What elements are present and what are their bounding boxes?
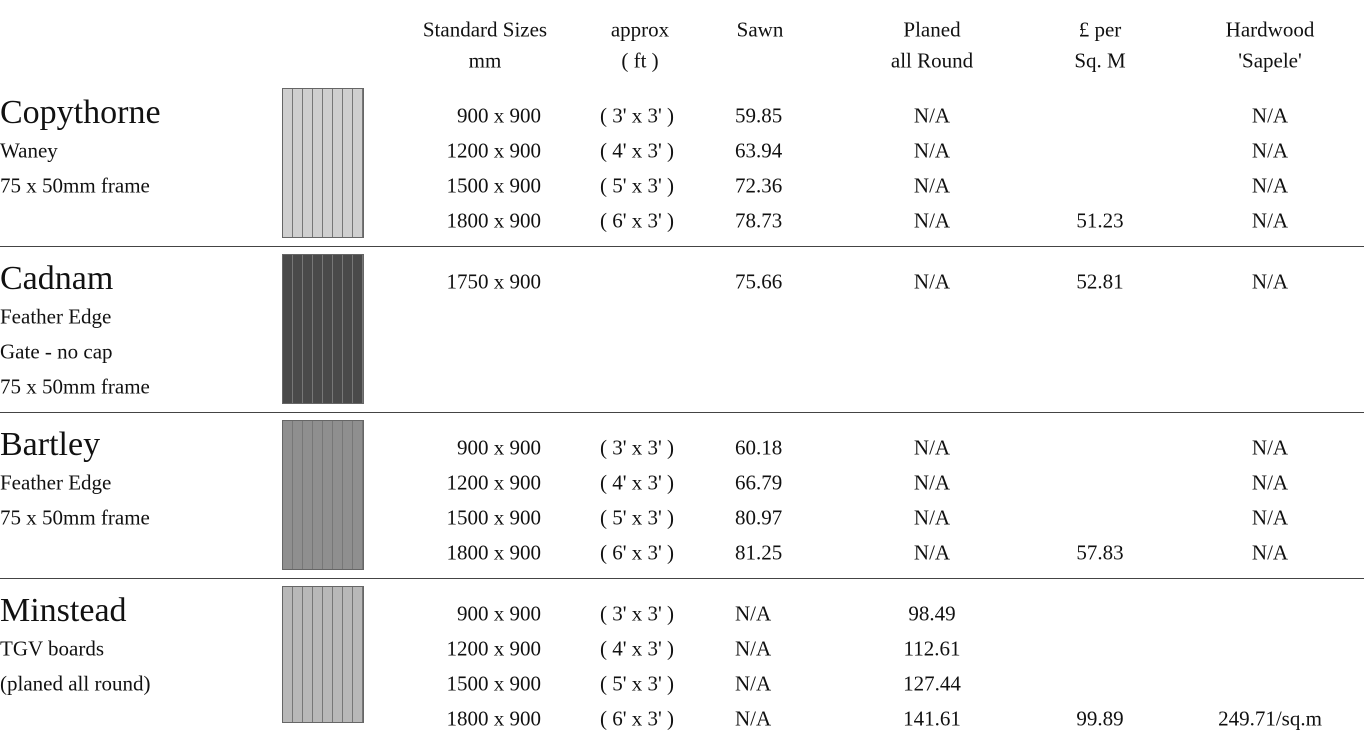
cell: N/A <box>1251 269 1289 294</box>
product-image <box>282 586 364 723</box>
cell: 900 x 900 <box>457 601 541 626</box>
cell: ( 3' x 3' ) <box>599 601 675 626</box>
product-description: TGV boards <box>0 636 105 661</box>
product-image <box>282 254 364 404</box>
cell: 1200 x 900 <box>446 636 542 661</box>
cell: 141.61 <box>903 706 961 731</box>
cell: 63.94 <box>735 138 783 163</box>
cell: 1750 x 900 <box>446 269 542 294</box>
cell: 249.71/sq.m <box>1218 706 1322 731</box>
column-header: 'Sapele' <box>1238 48 1302 73</box>
product-description: (planed all round) <box>0 671 151 696</box>
column-header: approx <box>610 17 670 42</box>
column-header: Standard Sizes <box>422 17 548 42</box>
cell: 1800 x 900 <box>446 208 542 233</box>
product-description: 75 x 50mm frame <box>0 505 150 530</box>
divider <box>0 246 1364 247</box>
cell: N/A <box>735 706 772 731</box>
cell: N/A <box>1251 138 1289 163</box>
cell: N/A <box>913 435 951 460</box>
product-name: Copythorne <box>0 94 161 131</box>
cell: 1200 x 900 <box>446 470 542 495</box>
divider <box>0 412 1364 413</box>
cell: 59.85 <box>735 103 783 128</box>
cell: ( 4' x 3' ) <box>599 470 675 495</box>
cell: N/A <box>913 540 951 565</box>
cell: ( 4' x 3' ) <box>599 636 675 661</box>
product-name: Bartley <box>0 426 101 463</box>
cell: N/A <box>913 173 951 198</box>
column-header: ( ft ) <box>621 48 659 73</box>
cell: 127.44 <box>903 671 961 696</box>
cell: N/A <box>913 505 951 530</box>
cell: 51.23 <box>1076 208 1124 233</box>
column-header: Planed <box>903 17 961 42</box>
cell: ( 3' x 3' ) <box>599 103 675 128</box>
cell: ( 4' x 3' ) <box>599 138 675 163</box>
cell: 66.79 <box>735 470 783 495</box>
cell: N/A <box>913 138 951 163</box>
product-description: Feather Edge <box>0 470 112 495</box>
cell: N/A <box>913 269 951 294</box>
cell: ( 6' x 3' ) <box>599 706 675 731</box>
cell: 78.73 <box>735 208 783 233</box>
product-description: Gate - no cap <box>0 339 113 364</box>
cell: N/A <box>735 601 772 626</box>
column-header: Sawn <box>736 17 784 42</box>
cell: N/A <box>913 103 951 128</box>
product-description: Feather Edge <box>0 304 112 329</box>
cell: N/A <box>735 671 772 696</box>
cell: N/A <box>1251 103 1289 128</box>
cell: 72.36 <box>735 173 783 198</box>
cell: ( 5' x 3' ) <box>599 671 675 696</box>
cell: 112.61 <box>903 636 961 661</box>
cell: 1800 x 900 <box>446 706 542 731</box>
cell: 900 x 900 <box>457 435 541 460</box>
cell: ( 6' x 3' ) <box>599 208 675 233</box>
column-header: Hardwood <box>1225 17 1315 42</box>
column-header: all Round <box>890 48 974 73</box>
cell: 57.83 <box>1076 540 1124 565</box>
cell: 81.25 <box>735 540 783 565</box>
product-description: 75 x 50mm frame <box>0 374 150 399</box>
divider <box>0 578 1364 579</box>
column-header: Sq. M <box>1074 48 1126 73</box>
product-name: Cadnam <box>0 260 114 297</box>
column-header: £ per <box>1078 17 1122 42</box>
cell: N/A <box>1251 435 1289 460</box>
cell: 1200 x 900 <box>446 138 542 163</box>
cell: ( 3' x 3' ) <box>599 435 675 460</box>
cell: 75.66 <box>735 269 783 294</box>
product-name: Minstead <box>0 592 127 629</box>
cell: 1500 x 900 <box>446 671 542 696</box>
cell: N/A <box>735 636 772 661</box>
cell: 99.89 <box>1076 706 1124 731</box>
cell: ( 6' x 3' ) <box>599 540 675 565</box>
cell: 60.18 <box>735 435 783 460</box>
product-description: 75 x 50mm frame <box>0 173 150 198</box>
cell: 80.97 <box>735 505 783 530</box>
cell: N/A <box>1251 470 1289 495</box>
cell: N/A <box>1251 505 1289 530</box>
product-image <box>282 420 364 570</box>
cell: N/A <box>1251 173 1289 198</box>
cell: 1800 x 900 <box>446 540 542 565</box>
product-image <box>282 88 364 238</box>
cell: N/A <box>913 470 951 495</box>
cell: N/A <box>913 208 951 233</box>
cell: 1500 x 900 <box>446 173 542 198</box>
cell: ( 5' x 3' ) <box>599 173 675 198</box>
cell: 52.81 <box>1076 269 1124 294</box>
cell: ( 5' x 3' ) <box>599 505 675 530</box>
product-description: Waney <box>0 138 58 163</box>
cell: 98.49 <box>908 601 956 626</box>
column-header: mm <box>468 48 502 73</box>
cell: N/A <box>1251 208 1289 233</box>
cell: 1500 x 900 <box>446 505 542 530</box>
cell: N/A <box>1251 540 1289 565</box>
cell: 900 x 900 <box>457 103 541 128</box>
